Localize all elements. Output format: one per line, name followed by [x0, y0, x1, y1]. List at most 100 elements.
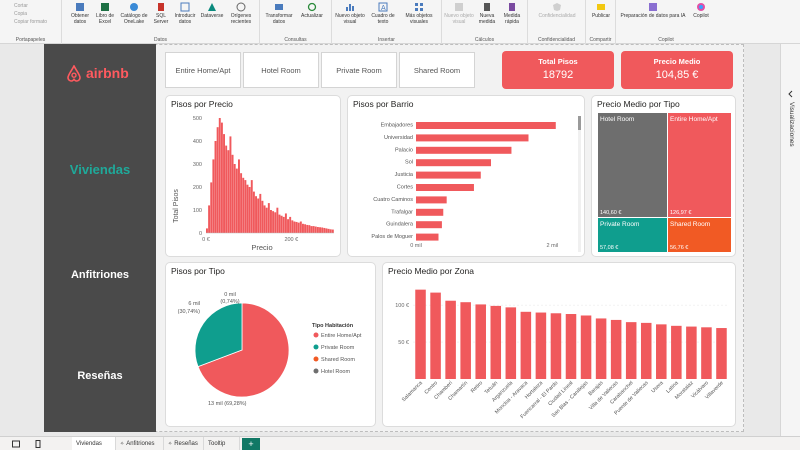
histogram-bar[interactable] — [276, 207, 279, 233]
histogram-bar[interactable] — [270, 210, 272, 233]
histogram-bar[interactable] — [302, 223, 304, 233]
histogram-bar[interactable] — [246, 184, 249, 233]
tab-viviendas[interactable]: Viviendas — [72, 437, 116, 450]
histogram-bar[interactable] — [304, 224, 307, 233]
histogram-bar[interactable] — [244, 180, 247, 233]
histogram-bar[interactable] — [229, 136, 232, 233]
histogram-bar[interactable] — [319, 227, 321, 233]
sensitivity-button[interactable]: Confidencialidad — [532, 2, 582, 19]
quick-measure-button[interactable]: Medida rápida — [500, 2, 524, 25]
new-visual-button[interactable]: Nuevo objeto visual — [334, 2, 366, 25]
zona-bar[interactable] — [595, 318, 607, 379]
report-view-icon[interactable] — [12, 440, 20, 448]
zona-bar[interactable] — [550, 313, 562, 379]
histogram-bar[interactable] — [225, 145, 228, 233]
histogram-bar[interactable] — [327, 228, 330, 233]
histogram-bar[interactable] — [212, 159, 215, 233]
histogram-bar[interactable] — [293, 221, 296, 234]
barrio-bar[interactable] — [416, 184, 474, 191]
histogram-bar[interactable] — [310, 226, 313, 233]
histogram-bar[interactable] — [227, 150, 230, 233]
histogram-bar[interactable] — [323, 227, 326, 233]
pie-slice[interactable] — [197, 302, 290, 398]
zona-bar[interactable] — [580, 315, 592, 379]
histogram-bar[interactable] — [233, 164, 236, 233]
slicer-private-room[interactable]: Private Room — [321, 52, 397, 88]
histogram-bar[interactable] — [287, 219, 289, 233]
pisos-por-precio-panel[interactable]: Pisos por Precio Total Pisos Precio 0 100… — [165, 95, 341, 257]
histogram-bar[interactable] — [223, 134, 225, 233]
histogram-bar[interactable] — [312, 226, 315, 233]
treemap-tile[interactable] — [668, 113, 731, 217]
slicer-entire-home[interactable]: Entire Home/Apt — [165, 52, 241, 88]
copy-button[interactable]: Copia — [14, 11, 28, 17]
zona-bar[interactable] — [430, 292, 441, 379]
histogram-bar[interactable] — [284, 213, 287, 233]
zona-bar[interactable] — [520, 311, 532, 379]
zona-bar[interactable] — [656, 324, 667, 379]
histogram-bar[interactable] — [299, 221, 302, 234]
visualizations-pane[interactable]: Visualizaciones — [780, 44, 800, 436]
cut-button[interactable]: Cortar — [14, 3, 28, 9]
copilot-button[interactable]: Copilot — [688, 2, 714, 19]
precio-medio-por-zona-panel[interactable]: Precio Medio por Zona 50 € 100 € Salamanca… — [382, 262, 736, 427]
zona-bar[interactable] — [490, 305, 502, 379]
zona-bar[interactable] — [701, 327, 712, 379]
chevron-left-icon[interactable] — [787, 90, 795, 98]
histogram-bar[interactable] — [306, 224, 309, 233]
nav-anfitriones-button[interactable]: Anfitriones — [70, 269, 130, 281]
format-painter-button[interactable]: Copiar formato — [14, 19, 48, 25]
histogram-bar[interactable] — [220, 122, 223, 233]
legend-item-label[interactable]: Entire Home/Apt — [321, 333, 362, 339]
histogram-bar[interactable] — [282, 216, 285, 233]
barrio-bar[interactable] — [416, 134, 529, 142]
new-measure-button[interactable]: Nueva medida — [476, 2, 498, 25]
get-data-button[interactable]: Obtener datos — [68, 2, 92, 25]
histogram-bar[interactable] — [255, 196, 257, 233]
treemap-tile[interactable] — [598, 113, 667, 217]
histogram-bar[interactable] — [272, 211, 275, 233]
legend-item-label[interactable]: Shared Room — [321, 357, 355, 363]
zona-bar[interactable] — [686, 326, 697, 379]
histogram-bar[interactable] — [274, 212, 277, 233]
histogram-bar[interactable] — [329, 229, 332, 233]
slicer-shared-room[interactable]: Shared Room — [399, 52, 475, 88]
add-page-button[interactable]: + — [242, 438, 260, 450]
tab-anfitriones[interactable]: ✧ Anfitriones — [116, 437, 164, 450]
legend-item-label[interactable]: Private Room — [321, 345, 355, 351]
slicer-hotel-room[interactable]: Hotel Room — [243, 52, 319, 88]
histogram-bar[interactable] — [214, 141, 217, 233]
sql-server-button[interactable]: SQL Server — [152, 2, 170, 25]
tab-tooltip[interactable]: Tooltip — [204, 437, 240, 450]
zona-bar[interactable] — [475, 304, 486, 379]
histogram-bar[interactable] — [295, 221, 298, 233]
histogram-bar[interactable] — [261, 200, 264, 233]
onelake-button[interactable]: Catálogo de OneLake — [118, 2, 150, 25]
enter-data-button[interactable]: Introducir datos — [172, 2, 198, 25]
barrio-bar[interactable] — [416, 221, 442, 229]
histogram-bar[interactable] — [206, 228, 208, 233]
histogram-bar[interactable] — [250, 180, 253, 233]
refresh-button[interactable]: Actualizar — [296, 2, 328, 19]
histogram-bar[interactable] — [331, 229, 334, 233]
barrio-bar[interactable] — [416, 159, 491, 167]
new-visual-calc-button[interactable]: Nuevo objeto visual — [444, 2, 474, 25]
pie-slice[interactable] — [194, 302, 243, 368]
histogram-bar[interactable] — [278, 214, 281, 233]
pisos-por-barrio-panel[interactable]: Pisos por Barrio Embajadores Universidad P… — [347, 95, 585, 257]
histogram-bar[interactable] — [259, 193, 262, 233]
barrio-bar[interactable] — [416, 171, 481, 179]
histogram-bar[interactable] — [257, 198, 260, 234]
histogram-bar[interactable] — [321, 227, 324, 233]
barrio-bar[interactable] — [416, 196, 447, 204]
pisos-por-tipo-panel[interactable]: Pisos por Tipo Tipo Habitación 13 mil (6… — [165, 262, 376, 427]
zona-bar[interactable] — [445, 300, 456, 379]
histogram-bar[interactable] — [248, 187, 251, 233]
histogram-bar[interactable] — [297, 222, 300, 233]
more-visuals-button[interactable]: Más objetos visuales — [400, 2, 438, 25]
zona-bar[interactable] — [671, 325, 682, 379]
histogram-bar[interactable] — [325, 228, 328, 233]
barrio-bar[interactable] — [416, 233, 439, 241]
histogram-bar[interactable] — [210, 182, 213, 233]
mobile-view-icon[interactable] — [34, 440, 42, 448]
